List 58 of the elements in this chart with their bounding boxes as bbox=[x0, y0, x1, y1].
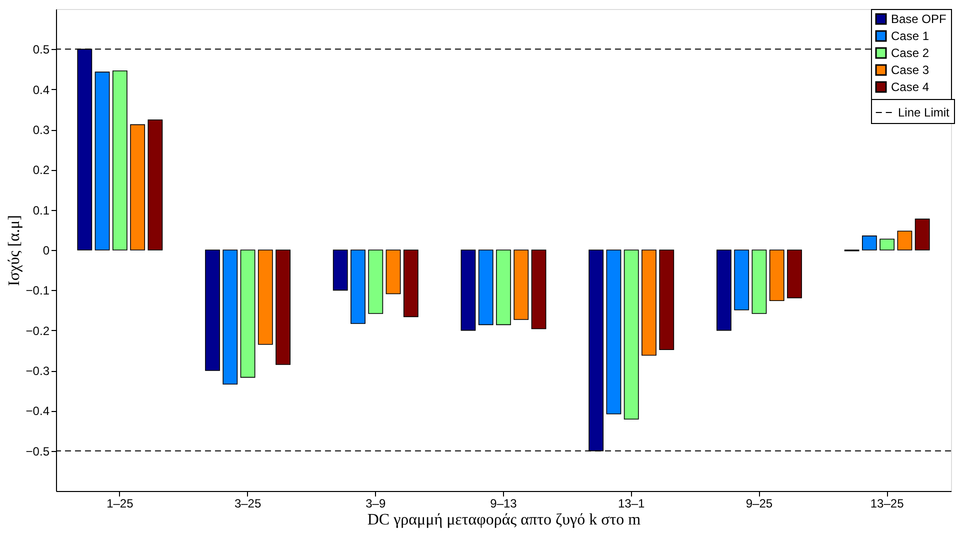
bar bbox=[205, 250, 220, 371]
bar bbox=[880, 238, 895, 250]
legend-label: Case 4 bbox=[891, 80, 930, 94]
legend-label: Case 3 bbox=[891, 63, 930, 77]
y-tick-label: 0.2 bbox=[32, 163, 50, 178]
bar bbox=[624, 250, 639, 420]
bar bbox=[94, 72, 110, 250]
x-tick-label: 9–25 bbox=[746, 496, 773, 510]
x-tick-label: 1–25 bbox=[106, 496, 134, 510]
bar bbox=[716, 250, 732, 331]
y-tick-label: −0.5 bbox=[26, 444, 50, 458]
x-tick-label: 3–9 bbox=[366, 496, 386, 510]
bar bbox=[240, 250, 256, 378]
bar bbox=[734, 250, 750, 310]
x-axis-title: DC γραμμή μεταφοράς απτο ζυγό k στο m bbox=[367, 512, 642, 528]
bar bbox=[769, 250, 784, 302]
legend-label: Base OPF bbox=[891, 12, 946, 26]
bar bbox=[368, 250, 384, 314]
y-tick-label: −0.2 bbox=[26, 324, 50, 338]
y-tick-label: −0.4 bbox=[26, 404, 50, 418]
y-tick-label: −0.3 bbox=[26, 364, 50, 378]
bar bbox=[642, 250, 656, 356]
bar bbox=[531, 250, 546, 330]
bar bbox=[914, 218, 930, 250]
bar bbox=[350, 250, 366, 324]
y-tick-label: 0.5 bbox=[32, 42, 50, 57]
y-axis-title: Ισχύς [α.μ] bbox=[6, 215, 23, 286]
bar bbox=[332, 250, 348, 291]
y-tick-label: −0.1 bbox=[26, 284, 50, 298]
bar bbox=[460, 250, 476, 331]
bar bbox=[897, 230, 912, 250]
x-tick-label: 3–25 bbox=[234, 496, 262, 510]
bar bbox=[258, 250, 273, 345]
bar bbox=[222, 250, 238, 385]
y-tick-label: 0.4 bbox=[32, 82, 50, 97]
bar bbox=[787, 250, 802, 298]
bar bbox=[112, 70, 128, 250]
bar bbox=[276, 250, 291, 365]
x-tick-label: 13–25 bbox=[870, 496, 904, 510]
bar bbox=[862, 236, 877, 250]
bar bbox=[752, 250, 767, 314]
bar bbox=[514, 250, 529, 320]
y-tick-label: 0 bbox=[42, 244, 50, 258]
bar bbox=[478, 250, 494, 326]
bar bbox=[496, 250, 511, 326]
bar bbox=[659, 250, 674, 350]
y-tick-label: 0.1 bbox=[32, 203, 50, 218]
legend-label: Line Limit bbox=[898, 106, 950, 120]
x-tick-label: 13–1 bbox=[618, 496, 646, 510]
y-tick-label: 0.3 bbox=[32, 123, 50, 137]
bar bbox=[403, 250, 418, 318]
bar bbox=[606, 250, 622, 414]
bar bbox=[130, 124, 146, 250]
bar bbox=[148, 119, 163, 250]
legend-label: Case 2 bbox=[891, 46, 930, 60]
bar bbox=[386, 250, 401, 294]
legend-label: Case 1 bbox=[891, 29, 930, 43]
x-tick-label: 9–13 bbox=[490, 496, 518, 510]
